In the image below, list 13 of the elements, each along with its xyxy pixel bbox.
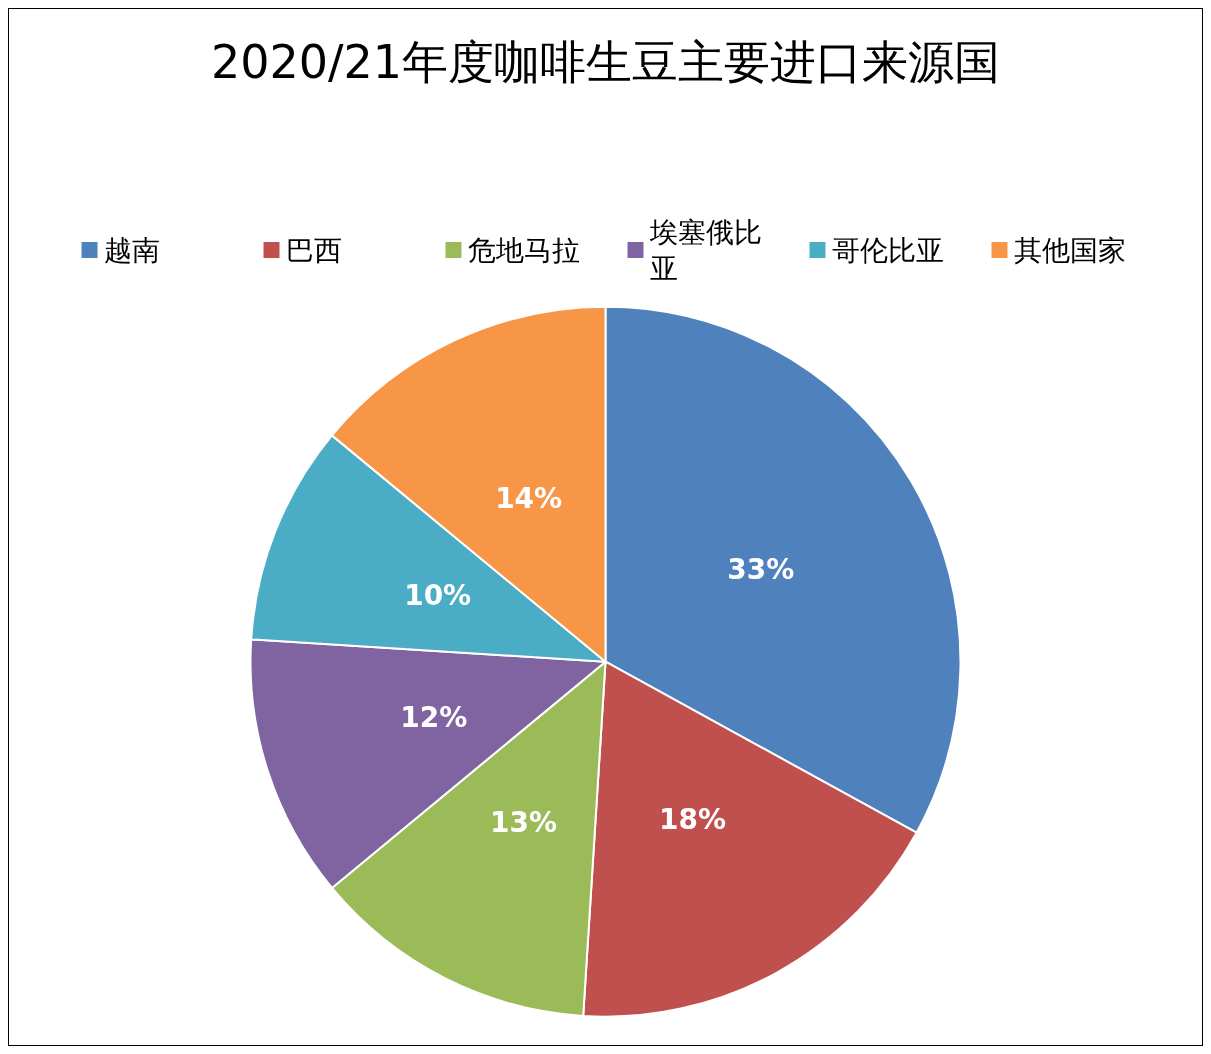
legend-label: 越南 (103, 233, 160, 267)
data-label: 10% (404, 578, 472, 612)
data-label: 13% (490, 806, 558, 840)
legend-label: 巴西 (285, 233, 342, 267)
data-label: 33% (727, 553, 795, 587)
data-label: 12% (400, 700, 468, 734)
chart-title: 2020/21年度咖啡生豆主要进口来源国 (210, 35, 1001, 89)
data-label: 18% (658, 803, 726, 837)
legend-label: 哥伦比亚 (831, 233, 944, 267)
legend-label: 其他国家 (1013, 233, 1126, 267)
legend-label: 危地马拉 (467, 233, 580, 267)
data-label: 14% (495, 481, 563, 515)
legend-label: 埃塞俄比亚 (648, 215, 762, 285)
